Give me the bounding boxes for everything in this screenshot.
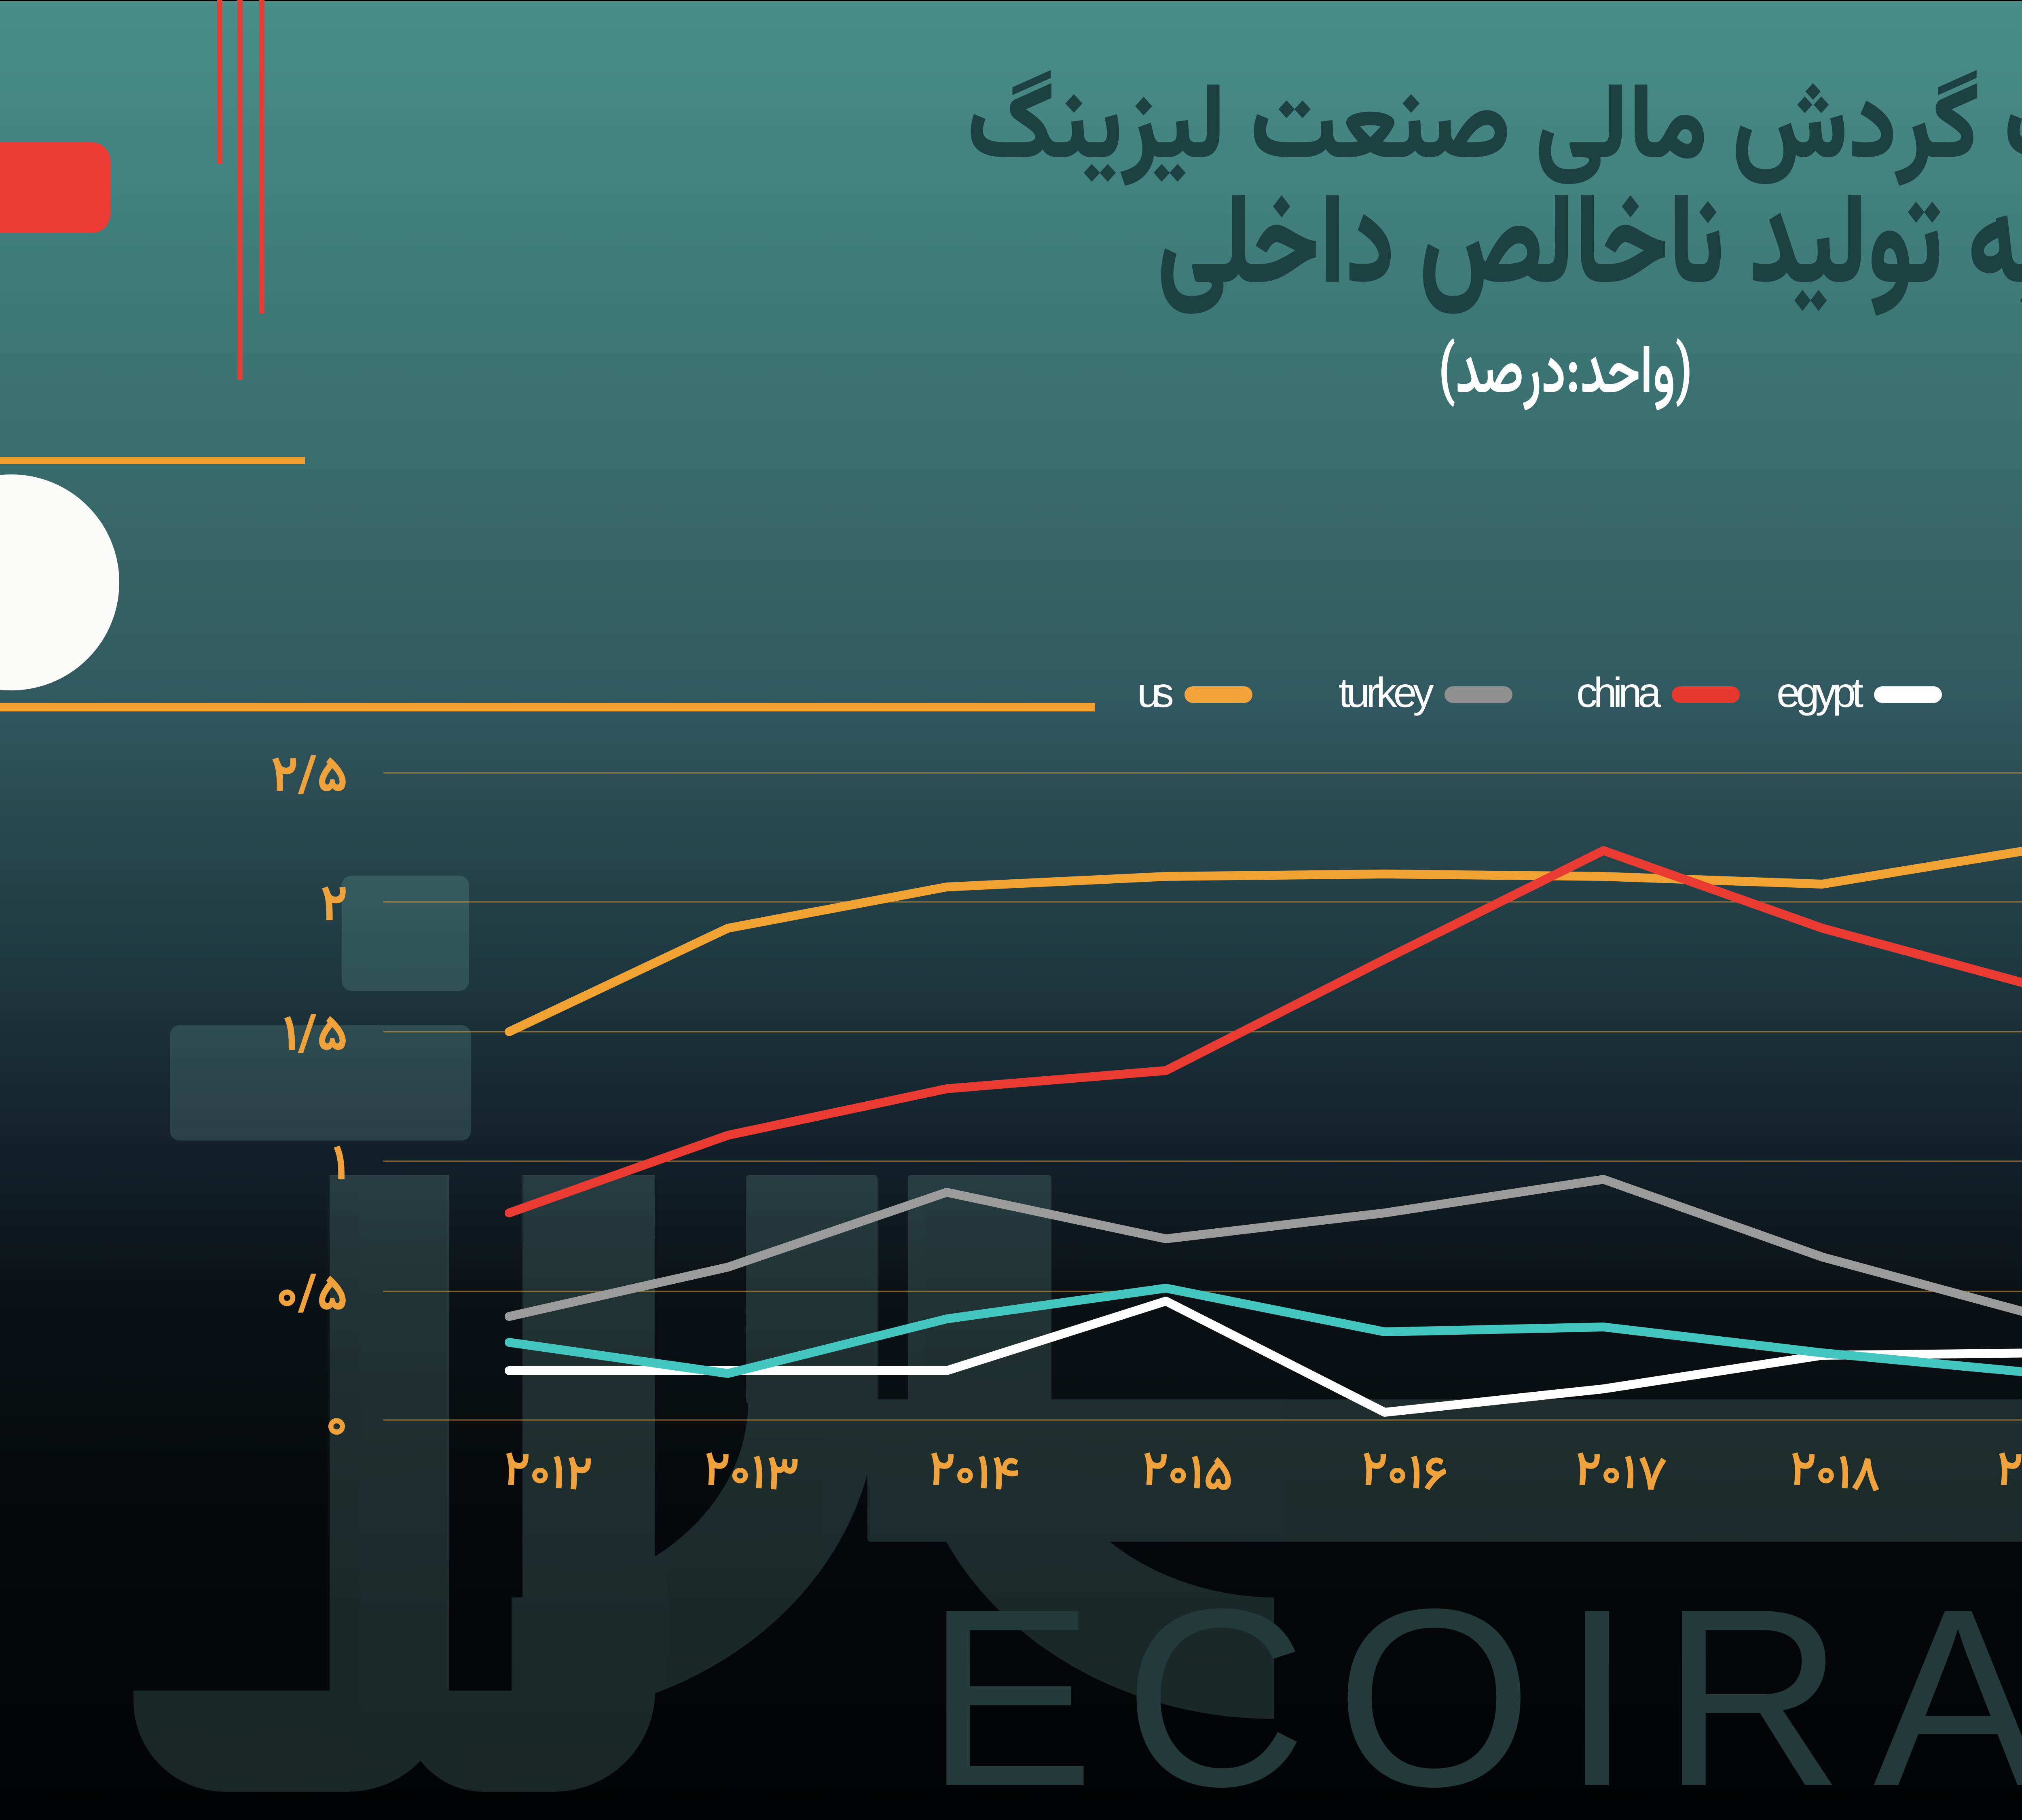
svg-text:ECOIRAN: ECOIRAN xyxy=(926,1556,2022,1820)
svg-text:us: us xyxy=(1137,669,1174,716)
svg-text:egypt: egypt xyxy=(1777,669,1863,716)
svg-text:turkey: turkey xyxy=(1339,669,1434,716)
svg-text:china: china xyxy=(1576,669,1661,716)
